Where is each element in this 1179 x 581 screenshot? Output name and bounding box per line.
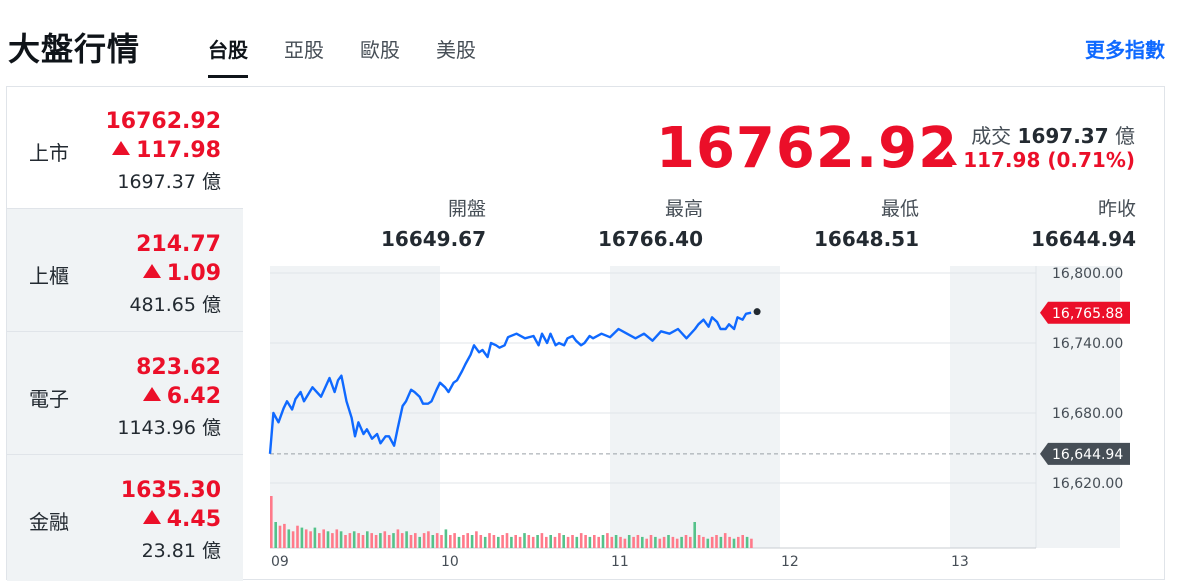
stat-value: 16648.51 — [813, 227, 919, 251]
up-triangle-icon — [142, 510, 161, 524]
sidebar-item-label: 上櫃 — [29, 264, 69, 288]
sidebar-item-label: 電子 — [29, 387, 69, 411]
index-change: 117.98 (0.71%) — [939, 148, 1135, 172]
stat-low: 最低 16648.51 — [719, 194, 919, 251]
turnover-value: 1697.37 — [1017, 124, 1109, 148]
sidebar-item-price: 823.62 — [136, 355, 221, 380]
sidebar-item-change-value: 6.42 — [166, 384, 221, 409]
turnover-unit: 億 — [1115, 124, 1135, 148]
sidebar-item-label: 金融 — [29, 510, 69, 534]
sidebar-item-volume: 23.81 億 — [141, 540, 221, 562]
sidebar-item-volume: 1143.96 億 — [117, 417, 221, 439]
stat-high: 最高 16766.40 — [503, 194, 703, 251]
stat-prev-close: 昨收 16644.94 — [936, 194, 1136, 251]
more-indices-link[interactable]: 更多指數 — [1085, 38, 1165, 62]
market-panel: 上市 16762.92 117.98 1697.37 億 上櫃 214.77 1… — [6, 86, 1165, 581]
up-triangle-icon — [142, 387, 161, 401]
sidebar-item-finance[interactable]: 金融 1635.30 4.45 23.81 億 — [7, 456, 243, 578]
sidebar-item-price: 214.77 — [136, 232, 221, 257]
stat-label: 最高 — [664, 198, 703, 220]
up-triangle-icon — [142, 264, 161, 278]
stat-value: 16766.40 — [597, 227, 703, 251]
sidebar-item-otc[interactable]: 上櫃 214.77 1.09 481.65 億 — [7, 210, 243, 332]
sidebar-item-change: 117.98 — [112, 138, 221, 163]
up-triangle-icon — [939, 151, 958, 165]
index-sidebar: 上市 16762.92 117.98 1697.37 億 上櫃 214.77 1… — [7, 87, 243, 581]
sidebar-item-change-value: 4.45 — [166, 507, 221, 532]
stat-label: 昨收 — [1097, 198, 1136, 220]
market-tabs: 台股 亞股 歐股 美股 — [208, 34, 476, 78]
sidebar-item-price: 16762.92 — [105, 109, 221, 134]
sidebar-item-volume: 1697.37 億 — [117, 171, 221, 193]
sidebar-item-volume: 481.65 億 — [129, 294, 221, 316]
stat-label: 最低 — [880, 198, 919, 220]
sidebar-item-change: 4.45 — [142, 507, 221, 532]
sidebar-item-change-value: 117.98 — [136, 138, 221, 163]
turnover: 成交 1697.37 億 — [971, 120, 1135, 149]
index-change-value: 117.98 (0.71%) — [963, 148, 1135, 172]
sidebar-item-price: 1635.30 — [120, 478, 221, 503]
stat-open: 開盤 16649.67 — [286, 194, 486, 251]
header: 大盤行情 台股 亞股 歐股 美股 更多指數 — [0, 0, 1179, 86]
sidebar-item-change-value: 1.09 — [166, 261, 221, 286]
sidebar-item-change: 6.42 — [142, 384, 221, 409]
sidebar-item-change: 1.09 — [142, 261, 221, 286]
tab-asia[interactable]: 亞股 — [284, 38, 324, 62]
stat-value: 16649.67 — [380, 227, 486, 251]
page-title: 大盤行情 — [8, 30, 141, 68]
stat-value: 16644.94 — [1030, 227, 1136, 251]
sidebar-item-label: 上市 — [29, 141, 69, 165]
stat-label: 開盤 — [447, 198, 486, 220]
index-price: 16762.92 — [656, 116, 959, 181]
turnover-label: 成交 — [971, 124, 1012, 148]
tab-us[interactable]: 美股 — [436, 38, 476, 62]
up-triangle-icon — [112, 141, 131, 155]
sidebar-item-electronics[interactable]: 電子 823.62 6.42 1143.96 億 — [7, 333, 243, 455]
sidebar-item-listed[interactable]: 上市 16762.92 117.98 1697.37 億 — [7, 87, 243, 209]
tab-europe[interactable]: 歐股 — [360, 38, 400, 62]
tab-taiwan[interactable]: 台股 — [208, 34, 248, 78]
